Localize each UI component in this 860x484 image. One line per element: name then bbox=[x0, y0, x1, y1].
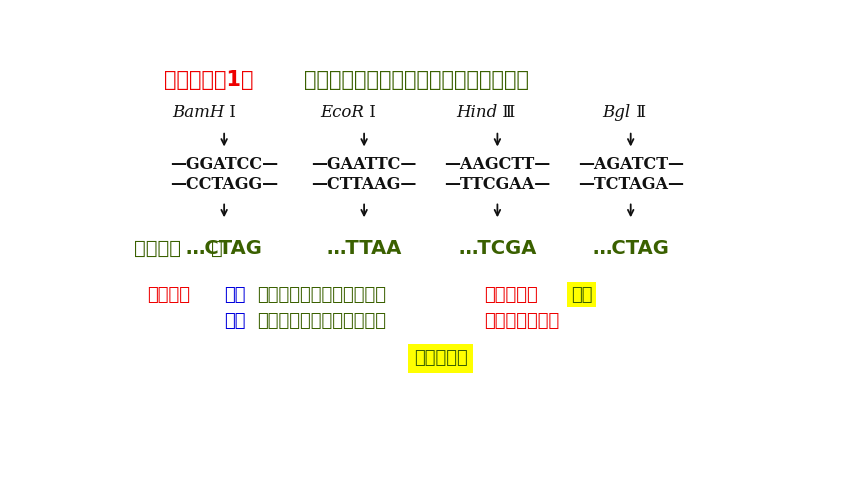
Text: 相同: 相同 bbox=[571, 286, 593, 304]
Text: BamH: BamH bbox=[172, 104, 224, 121]
Text: 可能会相同: 可能会相同 bbox=[414, 349, 468, 367]
Text: —CCTAGG—: —CCTAGG— bbox=[170, 176, 278, 193]
Text: Ⅲ: Ⅲ bbox=[497, 104, 516, 121]
Text: ？: ？ bbox=[211, 239, 223, 257]
Text: …CTAG: …CTAG bbox=[186, 239, 262, 257]
Text: I: I bbox=[364, 104, 376, 121]
Text: —GAATTC—: —GAATTC— bbox=[311, 156, 417, 173]
Text: Hind: Hind bbox=[456, 104, 497, 121]
Text: 不同: 不同 bbox=[224, 312, 246, 330]
Text: Ⅱ: Ⅱ bbox=[630, 104, 646, 121]
Text: …TTAA: …TTAA bbox=[327, 239, 402, 257]
Text: …TCGA: …TCGA bbox=[458, 239, 537, 257]
Text: —TCTAGA—: —TCTAGA— bbox=[578, 176, 684, 193]
Text: —GGATCC—: —GGATCC— bbox=[170, 156, 278, 173]
Text: I: I bbox=[224, 104, 236, 121]
Text: —TTCGAA—: —TTCGAA— bbox=[445, 176, 550, 193]
Text: —CTTAAG—: —CTTAAG— bbox=[311, 176, 417, 193]
Text: 是否相同？: 是否相同？ bbox=[484, 286, 538, 304]
Text: 是否一定不同？: 是否一定不同？ bbox=[484, 312, 559, 330]
Text: EcoR: EcoR bbox=[320, 104, 364, 121]
Text: 限制酶切割产生的黏性末端: 限制酶切割产生的黏性末端 bbox=[257, 312, 386, 330]
Text: …CTAG: …CTAG bbox=[593, 239, 669, 257]
Text: —AAGCTT—: —AAGCTT— bbox=[445, 156, 550, 173]
Text: 同种: 同种 bbox=[224, 286, 246, 304]
Text: Bgl: Bgl bbox=[603, 104, 630, 121]
Text: 限制酶切割产生的黏性末端: 限制酶切割产生的黏性末端 bbox=[257, 286, 386, 304]
Text: 黏性末端: 黏性末端 bbox=[134, 239, 181, 257]
Text: 请写出下列限制酶切割形成的黏性末端。: 请写出下列限制酶切割形成的黏性末端。 bbox=[304, 71, 529, 91]
Text: 【问题探究1】: 【问题探究1】 bbox=[164, 71, 254, 91]
Text: —AGATCT—: —AGATCT— bbox=[578, 156, 684, 173]
Text: 【思考】: 【思考】 bbox=[148, 286, 191, 304]
